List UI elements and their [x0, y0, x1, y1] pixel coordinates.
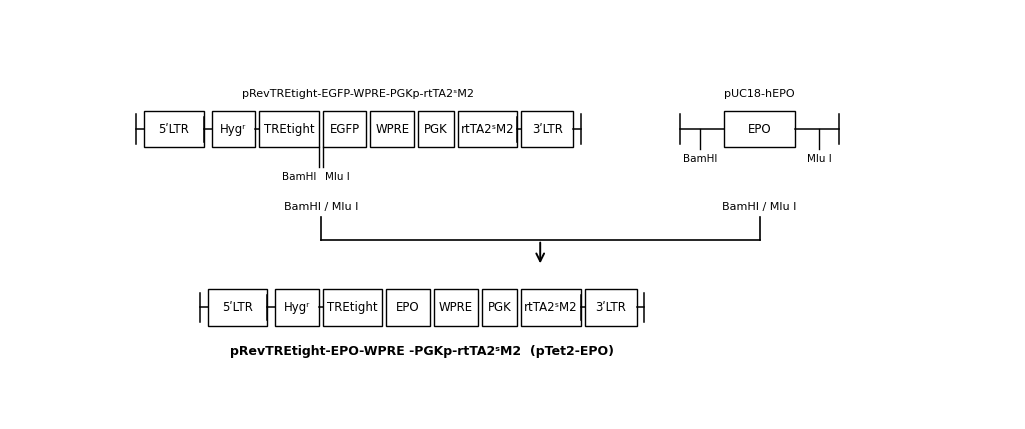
Text: 5ʹLTR: 5ʹLTR: [159, 123, 190, 136]
Text: TREtight: TREtight: [263, 123, 315, 136]
Bar: [323, 111, 367, 147]
Bar: [207, 289, 268, 326]
Text: BamHI / Mlu I: BamHI / Mlu I: [284, 202, 358, 212]
Text: Hygʳ: Hygʳ: [220, 123, 246, 136]
Text: pRevTREtight-EPO-WPRE -PGKp-rtTA2ˢM2  (pTet2-EPO): pRevTREtight-EPO-WPRE -PGKp-rtTA2ˢM2 (pT…: [230, 345, 614, 359]
Text: 3ʹLTR: 3ʹLTR: [532, 123, 563, 136]
Text: pRevTREtight-EGFP-WPRE-PGKp-rtTA2ˢM2: pRevTREtight-EGFP-WPRE-PGKp-rtTA2ˢM2: [243, 89, 475, 100]
Bar: [482, 289, 518, 326]
Text: BamHI: BamHI: [683, 154, 718, 164]
Bar: [458, 111, 518, 147]
Bar: [585, 289, 637, 326]
Text: BamHI / Mlu I: BamHI / Mlu I: [723, 202, 796, 212]
Bar: [275, 289, 319, 326]
Text: rtTA2ˢM2: rtTA2ˢM2: [461, 123, 515, 136]
Text: PGK: PGK: [424, 123, 448, 136]
Text: WPRE: WPRE: [439, 301, 473, 314]
Bar: [323, 289, 382, 326]
Bar: [370, 111, 414, 147]
Bar: [522, 289, 581, 326]
Text: rtTA2ˢM2: rtTA2ˢM2: [525, 301, 578, 314]
Bar: [386, 289, 430, 326]
Text: Hygʳ: Hygʳ: [284, 301, 310, 314]
Bar: [522, 111, 573, 147]
Text: EPO: EPO: [748, 123, 772, 136]
Bar: [259, 111, 319, 147]
Text: EGFP: EGFP: [329, 123, 360, 136]
Text: BamHI: BamHI: [282, 172, 316, 182]
Text: WPRE: WPRE: [375, 123, 409, 136]
Text: TREtight: TREtight: [327, 301, 378, 314]
Text: Mlu I: Mlu I: [325, 172, 350, 182]
Text: Mlu I: Mlu I: [807, 154, 831, 164]
Bar: [144, 111, 204, 147]
Text: 3ʹLTR: 3ʹLTR: [596, 301, 626, 314]
Text: PGK: PGK: [488, 301, 511, 314]
Text: EPO: EPO: [397, 301, 420, 314]
Text: 5ʹLTR: 5ʹLTR: [222, 301, 253, 314]
Bar: [724, 111, 795, 147]
Bar: [211, 111, 255, 147]
Text: pUC18-hEPO: pUC18-hEPO: [725, 89, 795, 100]
Bar: [418, 111, 454, 147]
Bar: [434, 289, 478, 326]
